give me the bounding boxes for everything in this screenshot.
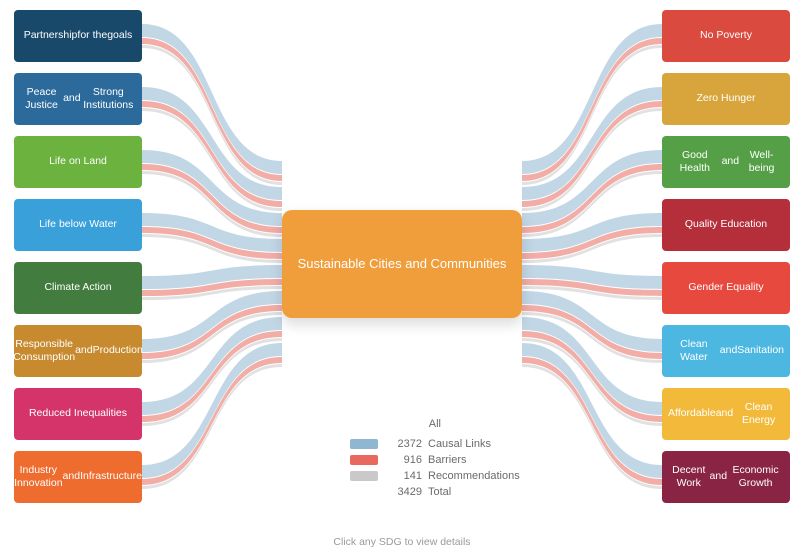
sdg-node-label-line: and (63, 470, 81, 483)
footer-hint: Click any SDG to view details (302, 536, 502, 548)
legend-value: 3429 (386, 486, 422, 498)
sdg-node-reduced[interactable]: Reduced Inequalities (14, 388, 142, 440)
sdg-node-label-line: and (716, 407, 734, 420)
sdg-node-climate[interactable]: Climate Action (14, 262, 142, 314)
legend-swatch (350, 455, 378, 465)
sdg-node-health[interactable]: Good HealthandWell-being (662, 136, 790, 188)
legend-row: 2372 Causal Links (350, 436, 520, 452)
sdg-node-label-line: Life below Water (39, 218, 117, 231)
sdg-node-label-line: and (710, 470, 728, 483)
sdg-node-label-line: Production (93, 344, 143, 357)
sdg-node-label-line: Clean Energy (733, 401, 784, 427)
sdg-node-label-line: Quality Education (685, 218, 767, 231)
sdg-node-energy[interactable]: AffordableandClean Energy (662, 388, 790, 440)
sdg-node-label-line: No Poverty (700, 29, 752, 42)
sdg-node-label-line: for the (77, 29, 107, 42)
legend-row: 141 Recommendations (350, 468, 520, 484)
sdg-node-work[interactable]: Decent WorkandEconomic Growth (662, 451, 790, 503)
sdg-node-label-line: Industry Innovation (14, 464, 62, 490)
sdg-node-peace[interactable]: Peace JusticeandStrong Institutions (14, 73, 142, 125)
sdg-node-partnership[interactable]: Partnershipfor thegoals (14, 10, 142, 62)
legend-row: 3429 Total (350, 484, 520, 500)
sdg-node-label-line: Good Health (668, 149, 722, 175)
legend-label: Recommendations (428, 470, 520, 482)
sdg-node-label-line: and (720, 344, 738, 357)
sdg-node-water[interactable]: Clean WaterandSanitation (662, 325, 790, 377)
sdg-node-label-line: Responsible Consumption (13, 338, 75, 364)
sdg-node-poverty[interactable]: No Poverty (662, 10, 790, 62)
legend-label: Causal Links (428, 438, 491, 450)
sdg-node-hunger[interactable]: Zero Hunger (662, 73, 790, 125)
sdg-node-label-line: Zero Hunger (697, 92, 756, 105)
legend-value: 916 (386, 454, 422, 466)
sdg-node-label-line: Partnership (24, 29, 78, 42)
sdg-node-responsible[interactable]: Responsible ConsumptionandProduction (14, 325, 142, 377)
sdg-node-industry[interactable]: Industry InnovationandInfrastructure (14, 451, 142, 503)
sdg-node-life_land[interactable]: Life on Land (14, 136, 142, 188)
sdg-node-label-line: Life on Land (49, 155, 107, 168)
legend-row: 916 Barriers (350, 452, 520, 468)
legend-label: Total (428, 486, 451, 498)
sdg-node-label-line: Infrastructure (80, 470, 142, 483)
legend: All 2372 Causal Links 916 Barriers 141 Recomm… (350, 418, 520, 500)
sdg-node-label-line: Economic Growth (727, 464, 784, 490)
sdg-node-label-line: Strong Institutions (81, 86, 136, 112)
sdg-node-life_water[interactable]: Life below Water (14, 199, 142, 251)
sdg-node-label-line: and (75, 344, 93, 357)
sdg-node-label-line: goals (107, 29, 132, 42)
sdg-node-gender[interactable]: Gender Equality (662, 262, 790, 314)
sdg-node-label-line: Affordable (668, 407, 716, 420)
sdg-node-label-line: Well-being (739, 149, 784, 175)
sdg-node-label-line: Clean Water (668, 338, 720, 364)
center-node-sustainable-cities[interactable]: Sustainable Cities and Communities (282, 210, 522, 318)
sdg-node-label-line: Sanitation (737, 344, 784, 357)
sdg-node-label-line: and (63, 92, 81, 105)
legend-swatch (350, 439, 378, 449)
legend-label: Barriers (428, 454, 467, 466)
sdg-node-label-line: and (722, 155, 740, 168)
legend-value: 141 (386, 470, 422, 482)
sdg-node-label-line: Reduced Inequalities (29, 407, 127, 420)
sdg-node-label-line: Peace Justice (20, 86, 63, 112)
legend-title: All (350, 418, 520, 430)
diagram-canvas: Sustainable Cities and Communities All 2… (0, 0, 804, 555)
legend-swatch (350, 471, 378, 481)
sdg-node-label-line: Gender Equality (688, 281, 763, 294)
sdg-node-label-line: Decent Work (668, 464, 710, 490)
sdg-node-label-line: Climate Action (44, 281, 111, 294)
legend-value: 2372 (386, 438, 422, 450)
sdg-node-education[interactable]: Quality Education (662, 199, 790, 251)
